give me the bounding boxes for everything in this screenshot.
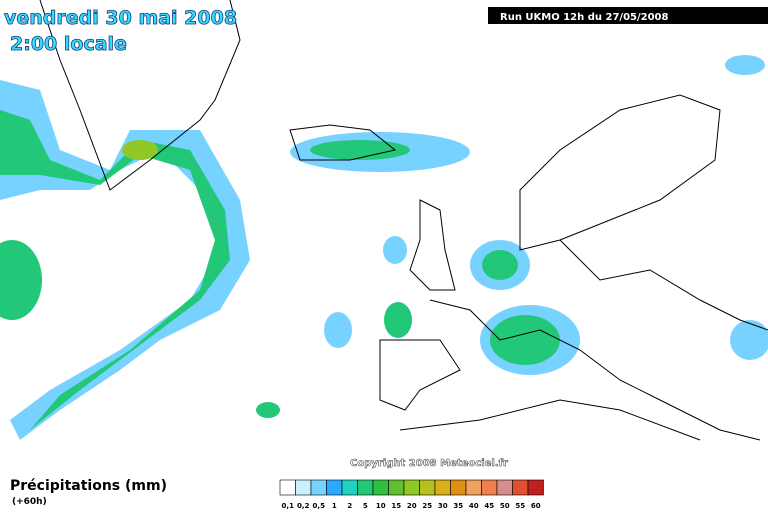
precipitation xyxy=(0,55,768,440)
legend-swatch xyxy=(341,479,358,496)
legend-swatch xyxy=(419,479,436,496)
legend-label: 1 xyxy=(332,502,337,510)
coastlines xyxy=(39,0,768,441)
legend-label: 20 xyxy=(407,502,417,510)
legend-label: 30 xyxy=(438,502,448,510)
legend-swatch xyxy=(388,479,405,496)
legend-swatch xyxy=(295,479,312,496)
legend-label: 10 xyxy=(376,502,386,510)
legend: 0,1 0,2 0,5 1 2 5 10 15 20 25 30 35 40 45 50 55 60 xyxy=(279,479,544,510)
legend-label: 0,2 xyxy=(297,502,310,510)
legend-swatch xyxy=(403,479,420,496)
legend-swatch xyxy=(279,479,296,496)
time: 2:00 locale xyxy=(10,33,127,55)
run-box xyxy=(488,7,768,24)
legend-label: 60 xyxy=(531,502,541,510)
legend-swatch xyxy=(527,479,544,496)
legend-swatch xyxy=(372,479,389,496)
legend-swatch xyxy=(357,479,374,496)
legend-label: 50 xyxy=(500,502,510,510)
legend-label: 0,5 xyxy=(313,502,326,510)
legend-label: 25 xyxy=(422,502,432,510)
legend-label: 2 xyxy=(347,502,352,510)
legend-swatch xyxy=(434,479,451,496)
legend-offset: (+60h) xyxy=(12,497,47,507)
legend-swatch xyxy=(310,479,327,496)
legend-swatch xyxy=(512,479,529,496)
legend-swatch xyxy=(465,479,482,496)
legend-title: Précipitations (mm) xyxy=(10,478,167,494)
copyright: Copyright 2008 Meteociel.fr xyxy=(350,458,508,469)
legend-label: 35 xyxy=(453,502,463,510)
legend-label: 15 xyxy=(391,502,401,510)
date: vendredi 30 mai 2008 xyxy=(4,7,237,29)
legend-swatch xyxy=(450,479,467,496)
legend-label: 55 xyxy=(515,502,525,510)
legend-swatch xyxy=(496,479,513,496)
legend-label: 45 xyxy=(484,502,494,510)
legend-label: 40 xyxy=(469,502,479,510)
run: Run UKMO 12h du 27/05/2008 xyxy=(500,12,669,23)
legend-label: 5 xyxy=(363,502,368,510)
legend-swatch xyxy=(326,479,343,496)
legend-label: 0,1 xyxy=(282,502,295,510)
legend-swatch xyxy=(481,479,498,496)
